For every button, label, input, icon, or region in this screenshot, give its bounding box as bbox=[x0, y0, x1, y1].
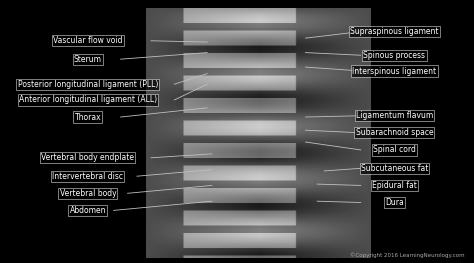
Text: Vascular flow void: Vascular flow void bbox=[53, 36, 123, 45]
Text: Epidural fat: Epidural fat bbox=[372, 181, 417, 190]
Text: Posterior longitudinal ligament (PLL): Posterior longitudinal ligament (PLL) bbox=[18, 80, 158, 89]
Text: ©Copyright 2016 LearningNeurology.com: ©Copyright 2016 LearningNeurology.com bbox=[350, 252, 465, 258]
Text: Vertebral body: Vertebral body bbox=[60, 189, 116, 198]
Text: Anterior longitudinal ligament (ALL): Anterior longitudinal ligament (ALL) bbox=[19, 95, 157, 104]
Text: Supraspinous ligament: Supraspinous ligament bbox=[350, 27, 438, 36]
Text: Dura: Dura bbox=[385, 198, 404, 207]
Text: Subarachnoid space: Subarachnoid space bbox=[356, 128, 433, 137]
Text: Spinal cord: Spinal cord bbox=[373, 145, 416, 154]
Text: Spinous process: Spinous process bbox=[364, 51, 426, 60]
Text: Subcutaneous fat: Subcutaneous fat bbox=[361, 164, 428, 173]
Text: Vertebral body endplate: Vertebral body endplate bbox=[41, 153, 134, 162]
Text: Intervertebral disc: Intervertebral disc bbox=[52, 172, 123, 181]
Text: Sterum: Sterum bbox=[74, 55, 102, 64]
Text: Thorax: Thorax bbox=[74, 113, 101, 122]
Text: Abdomen: Abdomen bbox=[70, 206, 106, 215]
Text: Ligamentum flavum: Ligamentum flavum bbox=[356, 111, 433, 120]
Text: Interspinous ligament: Interspinous ligament bbox=[352, 67, 437, 75]
